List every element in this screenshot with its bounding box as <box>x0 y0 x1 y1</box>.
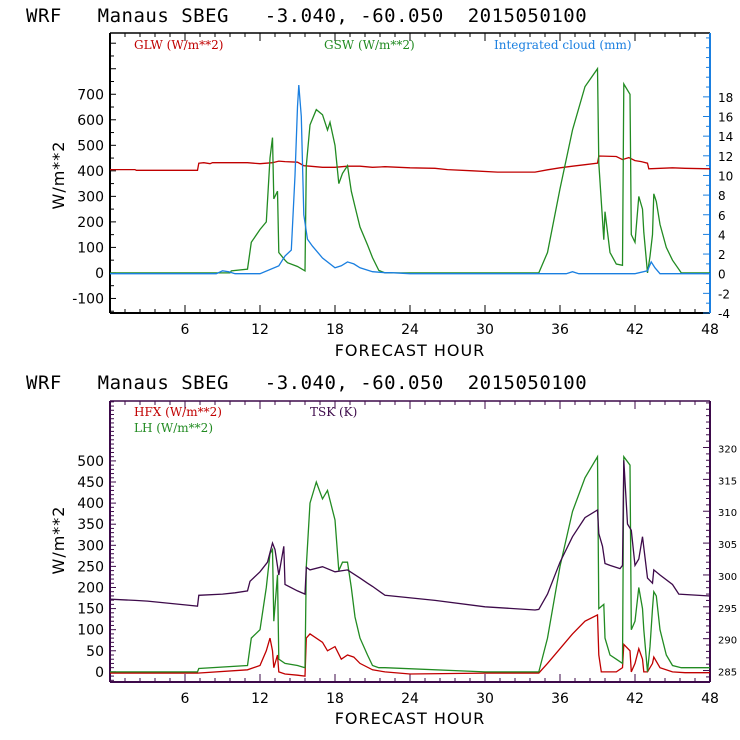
top-x-tick-label: 36 <box>551 322 569 338</box>
bottom-x-tick-label: 6 <box>181 691 190 707</box>
top-x-axis-label: FORECAST HOUR <box>335 341 486 360</box>
bottom-y-tick-label: 50 <box>86 644 104 660</box>
top-y-tick-label: -100 <box>72 291 104 307</box>
top-series-integrated-line <box>110 85 710 275</box>
bottom-series-tsk-line <box>109 460 711 611</box>
bottom-y-tick-label: 350 <box>77 517 104 533</box>
bottom-y-axis-label: W/m**2 <box>49 506 68 575</box>
top-y2-tick-label: 0 <box>718 268 726 282</box>
top-y-tick-label: 700 <box>77 87 104 103</box>
bottom-y2-tick-label: 295 <box>718 604 737 615</box>
bottom-y-tick-label: 100 <box>77 623 104 639</box>
bottom-x-tick-label: 42 <box>626 691 644 707</box>
legend-gsw: GSW (W/m**2) <box>324 38 415 52</box>
bottom-x-tick-label: 30 <box>476 691 494 707</box>
top-x-tick-label: 6 <box>181 322 190 338</box>
legend-glw: GLW (W/m**2) <box>134 38 223 52</box>
bottom-y2-tick-label: 310 <box>718 508 737 519</box>
top-x-tick-label: 42 <box>626 322 644 338</box>
top-y-tick-label: 600 <box>77 113 104 129</box>
bottom-y2-tick-label: 320 <box>718 445 737 456</box>
bottom-y-tick-label: 300 <box>77 538 104 554</box>
top-y-tick-label: 0 <box>95 266 104 282</box>
bottom-y2-tick-label: 285 <box>718 668 737 679</box>
top-x-tick-label: 30 <box>476 322 494 338</box>
legend-hfx: HFX (W/m**2) <box>134 405 222 419</box>
legend-integrated-cloud: Integrated cloud (mm) <box>494 38 632 52</box>
bottom-y-tick-label: 450 <box>77 475 104 491</box>
bottom-x-tick-label: 24 <box>401 691 419 707</box>
top-y2-tick-label: 18 <box>718 91 733 105</box>
legend-tsk: TSK (K) <box>310 405 357 419</box>
bottom-x-tick-label: 18 <box>326 691 344 707</box>
top-y-tick-label: 400 <box>77 164 104 180</box>
bottom-y-tick-label: 0 <box>95 665 104 681</box>
top-y-tick-label: 500 <box>77 138 104 154</box>
top-y2-tick-label: 14 <box>718 130 733 144</box>
top-y2-tick-label: 12 <box>718 150 733 164</box>
bottom-x-tick-label: 12 <box>251 691 269 707</box>
top-series-glw-line <box>110 155 711 173</box>
bottom-y2-tick-label: 290 <box>718 636 737 647</box>
legend-lh: LH (W/m**2) <box>134 421 213 435</box>
bottom-y-tick-label: 400 <box>77 496 104 512</box>
bottom-y-tick-label: 250 <box>77 559 104 575</box>
top-y2-tick-label: 2 <box>718 248 726 262</box>
top-x-tick-label: 12 <box>251 322 269 338</box>
top-y-tick-label: 100 <box>77 240 104 256</box>
top-y2-tick-label: 8 <box>718 189 726 203</box>
top-chart: WRF Manaus SBEG -3.040, -60.050 20150501… <box>26 5 733 360</box>
top-y2-tick-label: 10 <box>718 169 733 183</box>
top-y-tick-label: 300 <box>77 189 104 205</box>
top-y2-tick-label: -4 <box>718 307 730 321</box>
bottom-chart-title: WRF Manaus SBEG -3.040, -60.050 20150501… <box>26 372 587 394</box>
top-x-tick-label: 24 <box>401 322 419 338</box>
bottom-y-tick-label: 500 <box>77 454 104 470</box>
top-y2-tick-label: 4 <box>718 228 726 242</box>
bottom-y2-tick-label: 300 <box>718 572 737 583</box>
top-x-tick-label: 48 <box>701 322 719 338</box>
top-series-gsw-line <box>110 66 710 274</box>
bottom-x-tick-label: 48 <box>701 691 719 707</box>
top-y-axis-label: W/m**2 <box>49 141 68 210</box>
top-y2-tick-label: 16 <box>718 111 733 125</box>
bottom-y2-tick-label: 315 <box>718 476 737 487</box>
bottom-series-hfx-line <box>110 613 710 677</box>
bottom-x-axis-label: FORECAST HOUR <box>335 709 486 728</box>
bottom-y-tick-label: 150 <box>77 602 104 618</box>
top-chart-title: WRF Manaus SBEG -3.040, -60.050 20150501… <box>26 5 587 27</box>
top-x-tick-label: 18 <box>326 322 344 338</box>
bottom-y2-tick-label: 305 <box>718 540 737 551</box>
bottom-series-lh-line <box>110 454 710 673</box>
bottom-x-tick-label: 36 <box>551 691 569 707</box>
bottom-chart: WRF Manaus SBEG -3.040, -60.050 20150501… <box>26 372 737 728</box>
top-y2-tick-label: -2 <box>718 287 730 301</box>
top-y-tick-label: 200 <box>77 215 104 231</box>
bottom-y-tick-label: 200 <box>77 580 104 596</box>
top-y2-tick-label: 6 <box>718 209 726 223</box>
